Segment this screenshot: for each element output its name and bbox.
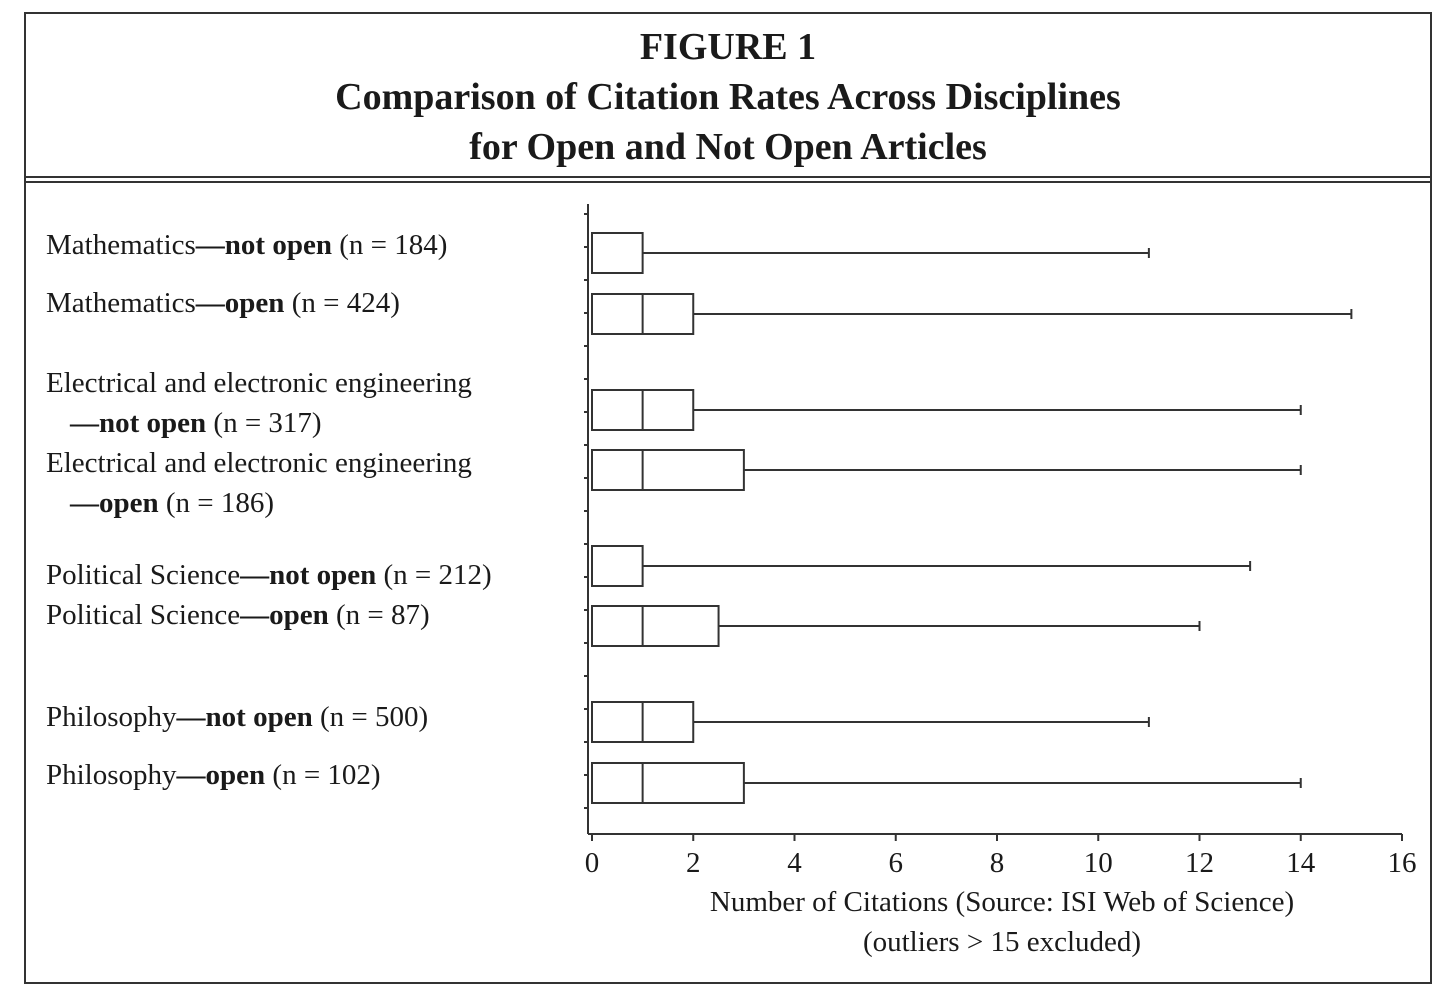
figure-frame: FIGURE 1 Comparison of Citation Rates Ac…	[24, 12, 1432, 984]
title-rule-bottom	[26, 181, 1430, 183]
label-status: —open	[195, 287, 285, 319]
label-status: —not open	[195, 229, 332, 261]
x-tick-label-4: 4	[787, 847, 802, 879]
box-4	[591, 545, 644, 587]
label-count: (n = 102)	[265, 759, 381, 791]
x-axis-label: Number of Citations (Source: ISI Web of …	[586, 882, 1418, 962]
label-status: —open	[240, 599, 329, 631]
label-text: Mathematics	[46, 229, 196, 261]
label-text: Electrical and electronic engineering	[46, 367, 472, 399]
label-text: Electrical and electronic engineering	[46, 447, 472, 479]
category-label-2-line-1: —not open (n = 317)	[46, 404, 322, 442]
label-text: Political Science	[46, 599, 241, 631]
label-count: (n = 500)	[312, 701, 429, 733]
label-count: (n = 87)	[328, 599, 430, 631]
category-label-3-line-1: —open (n = 186)	[46, 484, 274, 522]
label-status: —not open	[240, 559, 377, 591]
x-axis-label-line-2: (outliers > 15 excluded)	[862, 926, 1142, 958]
box-5	[591, 605, 720, 647]
title-rule-top	[26, 176, 1430, 178]
label-count: (n = 424)	[284, 287, 400, 319]
x-tick-label-14: 14	[1286, 847, 1316, 879]
label-status: —open	[176, 759, 266, 791]
label-count: (n = 212)	[376, 559, 492, 591]
title-line-3: for Open and Not Open Articles	[469, 126, 987, 168]
label-text: Philosophy	[46, 701, 177, 733]
category-label-5-line-0: Political Science—open (n = 87)	[46, 596, 430, 634]
title-line-2: Comparison of Citation Rates Across Disc…	[335, 76, 1121, 118]
category-label-1-line-0: Mathematics—open (n = 424)	[46, 284, 400, 322]
label-text: Mathematics	[46, 287, 196, 319]
boxplot-chart: 0 2 4 6 8 10 12 14 16	[584, 204, 1417, 879]
x-axis-label-line-1: Number of Citations (Source: ISI Web of …	[709, 886, 1295, 918]
x-tick-label-16: 16	[1388, 847, 1417, 879]
category-label-3-line-0: Electrical and electronic engineering	[46, 444, 472, 482]
label-text: Political Science	[46, 559, 241, 591]
label-text: Philosophy	[46, 759, 177, 791]
x-tick-label-0: 0	[585, 847, 600, 879]
label-status: —not open	[176, 701, 313, 733]
box-7	[591, 762, 745, 804]
category-label-0-line-0: Mathematics—not open (n = 184)	[46, 226, 447, 264]
label-count: (n = 186)	[158, 487, 275, 519]
category-label-2-line-0: Electrical and electronic engineering	[46, 364, 472, 402]
label-status: —not open	[70, 407, 207, 439]
figure-title: FIGURE 1 Comparison of Citation Rates Ac…	[26, 14, 1430, 176]
category-label-6-line-0: Philosophy—not open (n = 500)	[46, 698, 428, 736]
x-tick-label-8: 8	[990, 847, 1005, 879]
label-count: (n = 184)	[331, 229, 448, 261]
box-3	[591, 449, 745, 491]
category-label-7-line-0: Philosophy—open (n = 102)	[46, 756, 381, 794]
figure-number: FIGURE 1	[639, 26, 817, 68]
label-count: (n = 317)	[206, 407, 322, 439]
label-status: —open	[70, 487, 159, 519]
x-tick-label-10: 10	[1084, 847, 1113, 879]
x-tick-label-12: 12	[1185, 847, 1214, 879]
x-tick-label-6: 6	[889, 847, 904, 879]
category-label-4-line-0: Political Science—not open (n = 212)	[46, 556, 492, 594]
box-0	[591, 232, 644, 274]
x-tick-label-2: 2	[686, 847, 701, 879]
